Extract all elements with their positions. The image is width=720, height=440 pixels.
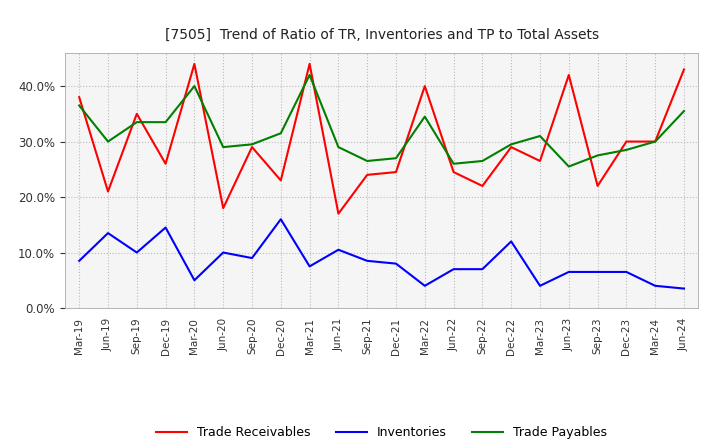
Legend: Trade Receivables, Inventories, Trade Payables: Trade Receivables, Inventories, Trade Pa…: [151, 422, 612, 440]
Trade Payables: [276, 131, 285, 136]
Inventories: [363, 258, 372, 264]
Trade Receivables: [651, 139, 660, 144]
Trade Payables: [305, 72, 314, 77]
Inventories: [132, 250, 141, 255]
Trade Payables: [449, 161, 458, 166]
Inventories: [334, 247, 343, 253]
Trade Receivables: [305, 61, 314, 66]
Trade Payables: [219, 144, 228, 150]
Trade Receivables: [248, 144, 256, 150]
Title: [7505]  Trend of Ratio of TR, Inventories and TP to Total Assets: [7505] Trend of Ratio of TR, Inventories…: [165, 28, 598, 42]
Trade Payables: [564, 164, 573, 169]
Inventories: [680, 286, 688, 291]
Inventories: [75, 258, 84, 264]
Inventories: [104, 231, 112, 236]
Trade Receivables: [536, 158, 544, 164]
Trade Receivables: [104, 189, 112, 194]
Inventories: [219, 250, 228, 255]
Trade Payables: [507, 142, 516, 147]
Trade Receivables: [132, 111, 141, 117]
Trade Receivables: [334, 211, 343, 216]
Trade Receivables: [392, 169, 400, 175]
Trade Receivables: [680, 67, 688, 72]
Trade Receivables: [75, 95, 84, 100]
Trade Receivables: [622, 139, 631, 144]
Inventories: [190, 278, 199, 283]
Trade Receivables: [420, 84, 429, 89]
Trade Receivables: [478, 183, 487, 189]
Inventories: [161, 225, 170, 230]
Trade Payables: [536, 133, 544, 139]
Trade Receivables: [449, 169, 458, 175]
Line: Trade Payables: Trade Payables: [79, 75, 684, 166]
Trade Payables: [75, 103, 84, 108]
Inventories: [536, 283, 544, 289]
Trade Payables: [478, 158, 487, 164]
Inventories: [449, 267, 458, 272]
Inventories: [248, 256, 256, 261]
Line: Inventories: Inventories: [79, 219, 684, 289]
Inventories: [392, 261, 400, 266]
Trade Receivables: [507, 144, 516, 150]
Inventories: [478, 267, 487, 272]
Trade Payables: [248, 142, 256, 147]
Trade Payables: [363, 158, 372, 164]
Trade Receivables: [219, 205, 228, 211]
Trade Payables: [622, 147, 631, 153]
Trade Payables: [651, 139, 660, 144]
Trade Payables: [420, 114, 429, 119]
Inventories: [651, 283, 660, 289]
Trade Receivables: [363, 172, 372, 177]
Trade Payables: [190, 84, 199, 89]
Inventories: [276, 216, 285, 222]
Trade Receivables: [564, 72, 573, 77]
Trade Receivables: [276, 178, 285, 183]
Trade Receivables: [593, 183, 602, 189]
Trade Payables: [680, 108, 688, 114]
Inventories: [507, 239, 516, 244]
Trade Payables: [161, 120, 170, 125]
Trade Receivables: [161, 161, 170, 166]
Trade Receivables: [190, 61, 199, 66]
Trade Payables: [132, 120, 141, 125]
Inventories: [593, 269, 602, 275]
Trade Payables: [104, 139, 112, 144]
Inventories: [305, 264, 314, 269]
Trade Payables: [593, 153, 602, 158]
Trade Payables: [392, 156, 400, 161]
Inventories: [564, 269, 573, 275]
Inventories: [420, 283, 429, 289]
Inventories: [622, 269, 631, 275]
Line: Trade Receivables: Trade Receivables: [79, 64, 684, 214]
Trade Payables: [334, 144, 343, 150]
